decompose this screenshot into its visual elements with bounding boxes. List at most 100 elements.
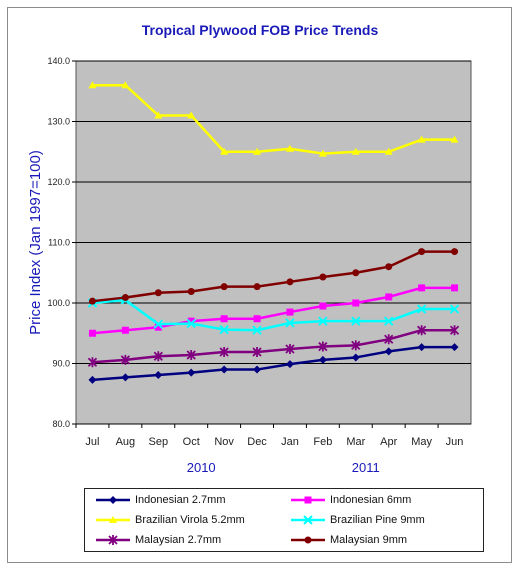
legend-swatch bbox=[291, 496, 325, 504]
data-point bbox=[121, 326, 129, 334]
y-tick-label: 110.0 bbox=[48, 238, 70, 248]
x-tick-label: Apr bbox=[380, 436, 397, 448]
data-point bbox=[219, 347, 229, 358]
data-point bbox=[252, 347, 262, 358]
data-point bbox=[187, 288, 195, 296]
series-line bbox=[92, 298, 455, 332]
data-point bbox=[449, 325, 460, 336]
x-tick-label: Sep bbox=[149, 436, 169, 448]
data-point bbox=[286, 278, 294, 286]
data-point bbox=[153, 351, 163, 362]
data-point bbox=[451, 284, 459, 292]
data-point bbox=[384, 316, 394, 326]
data-point bbox=[285, 144, 294, 152]
legend-label: Malaysian 9mm bbox=[330, 534, 408, 546]
series-line bbox=[92, 345, 455, 382]
data-point bbox=[384, 334, 394, 345]
data-point bbox=[88, 375, 97, 384]
data-point bbox=[352, 269, 360, 277]
x-tick-label: Aug bbox=[116, 436, 136, 448]
x-tick-label: Jun bbox=[446, 436, 464, 448]
y-tick-label: 120.0 bbox=[47, 177, 70, 187]
data-point bbox=[451, 248, 459, 256]
data-point bbox=[220, 365, 229, 374]
legend-label: Indonesian 6mm bbox=[330, 494, 412, 506]
data-point bbox=[253, 315, 261, 323]
legend-item: Indonesian 6mm bbox=[290, 491, 411, 509]
data-point bbox=[187, 111, 196, 119]
y-tick-label: 90.0 bbox=[52, 359, 70, 369]
data-point bbox=[351, 316, 361, 326]
data-point bbox=[384, 347, 393, 356]
legend-swatch bbox=[96, 516, 130, 523]
y-tick-label: 130.0 bbox=[47, 117, 70, 127]
data-point bbox=[285, 360, 294, 369]
series-indonesian-2-7mm bbox=[88, 343, 459, 384]
legend-marker bbox=[304, 496, 312, 504]
chart-title: Tropical Plywood FOB Price Trends bbox=[141, 22, 379, 38]
legend-item: Brazilian Pine 9mm bbox=[290, 511, 425, 529]
data-point bbox=[154, 111, 163, 119]
y-tick-label: 140.0 bbox=[47, 56, 70, 66]
x-tick-label: May bbox=[411, 436, 432, 448]
data-point bbox=[186, 350, 196, 361]
data-point bbox=[385, 293, 393, 301]
data-point bbox=[88, 329, 96, 337]
data-point bbox=[318, 341, 328, 352]
data-point bbox=[220, 315, 228, 323]
data-point bbox=[219, 324, 229, 335]
data-point bbox=[154, 323, 162, 331]
series-line bbox=[92, 83, 455, 155]
data-point bbox=[416, 304, 427, 314]
data-point bbox=[417, 343, 426, 352]
legend-item: Brazilian Virola 5.2mm bbox=[95, 511, 245, 529]
y-axis-label: Price Index (Jan 1997=100) bbox=[27, 150, 44, 335]
data-point bbox=[121, 81, 130, 89]
legend-label: Brazilian Pine 9mm bbox=[330, 514, 425, 526]
x-tick-label: Nov bbox=[214, 436, 234, 448]
legend-label: Malaysian 2.7mm bbox=[135, 534, 222, 546]
data-point bbox=[352, 299, 360, 307]
legend-swatch bbox=[291, 536, 325, 544]
data-point bbox=[449, 304, 460, 314]
data-point bbox=[418, 284, 426, 292]
data-point bbox=[220, 147, 229, 155]
data-point bbox=[351, 353, 360, 362]
data-point bbox=[88, 81, 97, 89]
legend-swatch bbox=[96, 535, 130, 545]
data-point bbox=[87, 357, 98, 368]
series-line bbox=[92, 328, 455, 364]
data-point bbox=[253, 147, 262, 155]
data-point bbox=[253, 283, 261, 291]
data-point bbox=[153, 319, 163, 329]
year-label: 2010 bbox=[187, 460, 216, 475]
data-point bbox=[121, 294, 129, 302]
legend-marker bbox=[109, 496, 117, 504]
series-brazilian-virola-5-2mm bbox=[88, 81, 459, 157]
data-point bbox=[253, 365, 262, 374]
legend-label: Brazilian Virola 5.2mm bbox=[135, 514, 245, 526]
x-tick-label: Jul bbox=[85, 436, 99, 448]
data-point bbox=[220, 283, 228, 291]
series-line bbox=[92, 250, 455, 303]
x-tick-label: Dec bbox=[247, 436, 267, 448]
legend-item: Malaysian 9mm bbox=[290, 531, 407, 549]
legend-label: Indonesian 2.7mm bbox=[135, 494, 226, 506]
legend-item: Malaysian 2.7mm bbox=[95, 531, 221, 549]
y-tick-label: 80.0 bbox=[52, 419, 70, 429]
data-point bbox=[351, 147, 360, 155]
line-chart: 80.0 90.0 100.0 110.0 120.0 130.0 140.0 Jul Aug… bbox=[27, 56, 472, 475]
series-line bbox=[92, 286, 455, 335]
legend-marker bbox=[303, 515, 313, 525]
legend-marker bbox=[108, 535, 118, 545]
x-tick-label: Oct bbox=[183, 436, 200, 448]
data-point bbox=[450, 343, 459, 352]
series-layer bbox=[87, 81, 460, 384]
legend-item: Indonesian 2.7mm bbox=[95, 491, 226, 509]
data-point bbox=[418, 248, 426, 256]
data-point bbox=[385, 263, 393, 271]
data-point bbox=[186, 318, 196, 329]
legend: Indonesian 2.7mm Indonesian 6mm Brazilian … bbox=[84, 488, 484, 552]
legend-marker bbox=[304, 536, 312, 544]
series-malaysian-2-7mm bbox=[87, 325, 460, 368]
